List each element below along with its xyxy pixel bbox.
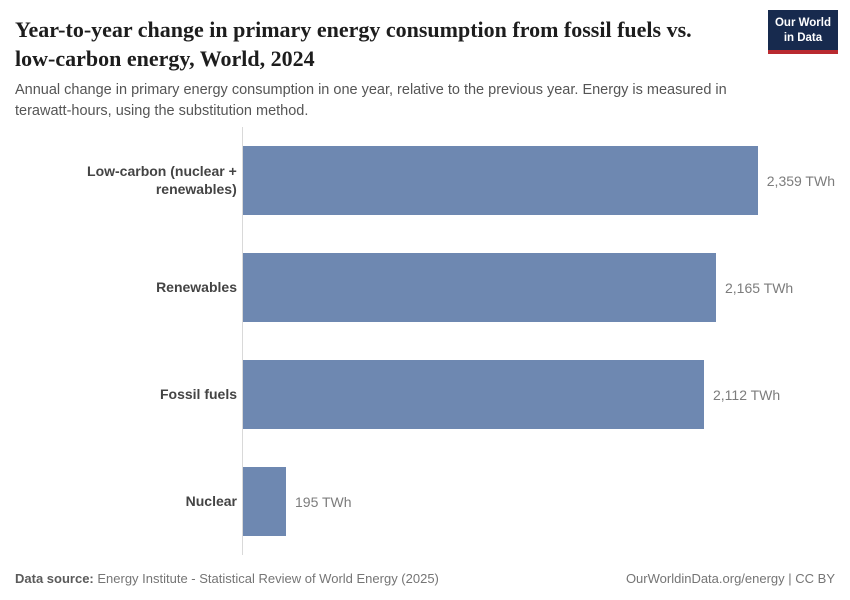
owid-logo-line1: Our World [774,17,831,29]
owid-logo[interactable]: Our World in Data [767,10,838,54]
datasource-text: Energy Institute - Statistical Review of… [93,571,439,586]
row-label: Renewables [156,279,237,296]
datasource-label: Data source: [15,571,94,586]
footer-datasource: Data source: Energy Institute - Statisti… [15,571,439,586]
owid-logo-line2: in Data [783,31,823,44]
chart-row: Low-carbon (nuclear + renewables) 2,359 … [15,127,835,235]
footer-link[interactable]: OurWorldinData.org/energy | CC BY [625,571,835,586]
row-track: 195 TWh [242,448,835,556]
row-label: Fossil fuels [159,386,237,403]
bar[interactable] [242,146,758,216]
bar-chart: Low-carbon (nuclear + renewables) 2,359 … [15,127,835,556]
footer: Data source: Energy Institute - Statisti… [15,571,835,586]
row-track: 2,359 TWh [241,127,835,235]
row-track: 2,112 TWh [242,341,835,449]
bar-value-label: 2,165 TWh [725,279,794,296]
bar-value-label: 2,112 TWh [713,386,781,403]
row-label: Low-carbon (nuclear + renewables) [87,163,237,197]
bar[interactable] [243,360,704,430]
chart-row: Nuclear 195 TWh [15,448,835,556]
row-track: 2,165 TWh [242,234,835,342]
page-title: Year-to-year change in primary energy co… [15,17,692,71]
bar[interactable] [243,253,716,323]
bar[interactable] [243,467,286,537]
chart-row: Fossil fuels 2,112 TWh [15,341,835,449]
bar-value-label: 195 TWh [295,493,352,510]
row-label: Nuclear [185,493,237,510]
bar-value-label: 2,359 TWh [766,172,835,189]
page-subtitle: Annual change in primary energy consumpt… [15,82,727,119]
chart-row: Renewables 2,165 TWh [15,234,835,342]
